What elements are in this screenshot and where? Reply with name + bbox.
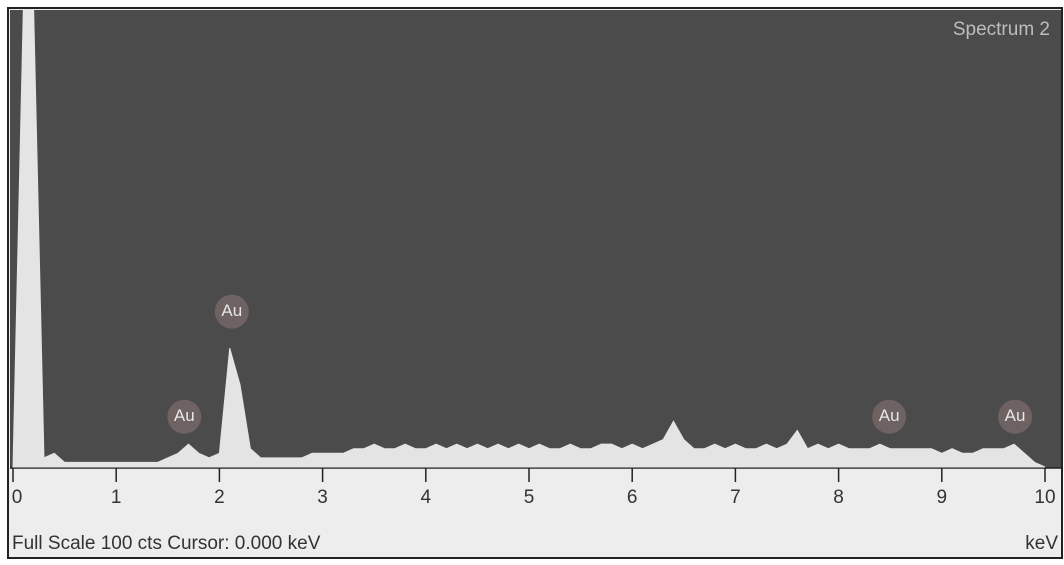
peak-marker	[872, 399, 907, 434]
peak-marker	[214, 294, 249, 329]
x-tick-label: 6	[627, 487, 638, 508]
plot-area	[10, 10, 1061, 468]
x-tick-label: 5	[524, 487, 535, 508]
x-tick-label: 4	[421, 487, 432, 508]
x-tick-label: 9	[937, 487, 948, 508]
x-tick-label: 8	[833, 487, 844, 508]
peak-label: Au	[221, 301, 242, 320]
x-tick-label: 2	[214, 487, 225, 508]
peak-marker	[998, 399, 1033, 434]
x-tick-label: 7	[730, 487, 741, 508]
peak-label: Au	[174, 406, 195, 425]
chart-title: Spectrum 2	[953, 19, 1050, 40]
peak-marker	[167, 399, 202, 434]
status-text: Full Scale 100 cts Cursor: 0.000 keV	[12, 533, 321, 554]
peak-label: Au	[1005, 406, 1026, 425]
peak-label: Au	[879, 406, 900, 425]
x-tick-label: 3	[317, 487, 328, 508]
x-tick-label: 1	[111, 487, 122, 508]
x-tick-label: 0	[12, 487, 23, 508]
spectrum-area	[12, 9, 1046, 468]
x-axis-label: keV	[1025, 533, 1058, 554]
x-tick-label: 10	[1034, 487, 1055, 508]
